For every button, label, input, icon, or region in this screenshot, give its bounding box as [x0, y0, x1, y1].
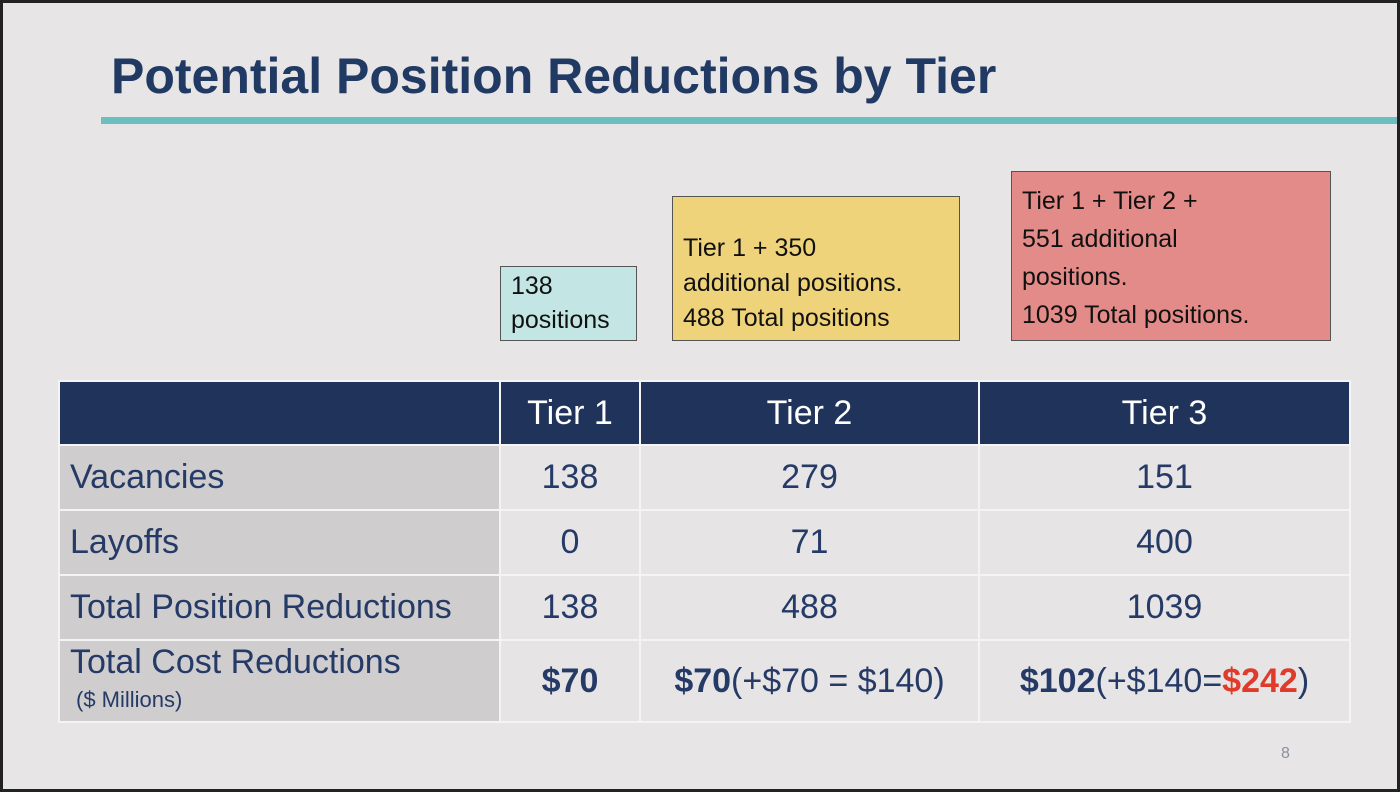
cost-main: $70 — [674, 661, 732, 700]
cost-sublabel: ($ Millions) — [76, 687, 183, 712]
row-label: Layoffs — [58, 509, 501, 576]
title-rule — [101, 117, 1397, 124]
column-header: Tier 1 — [499, 380, 641, 446]
callout-line: additional positions. — [683, 269, 903, 297]
callout-tier2: Tier 1 + 350 additional positions. 488 Tot… — [672, 196, 960, 341]
reduction-table: Tier 1 Tier 2 Tier 3 Vacancies 138 279 151 Lay… — [58, 380, 1351, 723]
callout-line: 1039 Total positions. — [1022, 301, 1250, 329]
callout-line: Tier 1 + 350 — [683, 234, 817, 262]
callout-line: 488 Total positions — [683, 304, 890, 332]
table-row: Vacancies 138 279 151 — [58, 444, 1351, 511]
callout-tier3: Tier 1 + Tier 2 + 551 additional positions… — [1011, 171, 1331, 341]
cell: 138 — [499, 574, 641, 641]
header-row: Tier 1 Tier 2 Tier 3 — [58, 380, 1351, 446]
cost-main: $102 — [1019, 661, 1096, 700]
callout-line: Tier 1 + Tier 2 + — [1022, 187, 1198, 215]
cost-cell: $70 — [499, 639, 641, 723]
header-corner — [58, 380, 501, 446]
cost-rest: (+$70 = $140) — [731, 661, 945, 700]
cell: 71 — [639, 509, 980, 576]
callout-tier1: 138 positions — [500, 266, 637, 341]
cell: 151 — [978, 444, 1351, 511]
cost-highlight: $242 — [1222, 661, 1298, 700]
cost-end: ) — [1297, 661, 1310, 700]
cell: 0 — [499, 509, 641, 576]
table-row: Layoffs 0 71 400 — [58, 509, 1351, 576]
table-row: Total Position Reductions 138 488 1039 — [58, 574, 1351, 641]
column-header: Tier 2 — [639, 380, 980, 446]
callout-line: 138 — [511, 272, 553, 300]
cell: 279 — [639, 444, 980, 511]
page-number: 8 — [1281, 745, 1290, 762]
column-header: Tier 3 — [978, 380, 1351, 446]
cost-label: Total Cost Reductions — [70, 643, 401, 681]
cell: 488 — [639, 574, 980, 641]
row-label: Total Cost Reductions ($ Millions) — [58, 639, 501, 723]
row-label: Vacancies — [58, 444, 501, 511]
callout-line: positions. — [1022, 263, 1128, 291]
row-label: Total Position Reductions — [58, 574, 501, 641]
cell: 138 — [499, 444, 641, 511]
cell: 1039 — [978, 574, 1351, 641]
callout-line: 551 additional — [1022, 225, 1178, 253]
cost-row: Total Cost Reductions ($ Millions) $70 $70(… — [58, 639, 1351, 723]
cell: 400 — [978, 509, 1351, 576]
slide-title: Potential Position Reductions by Tier — [111, 48, 997, 104]
cost-cell: $70(+$70 = $140) — [639, 639, 980, 723]
cost-cell: $102(+$140=$242) — [978, 639, 1351, 723]
callout-line: positions — [511, 306, 610, 334]
cost-main: $70 — [541, 661, 599, 700]
cost-rest: (+$140= — [1095, 661, 1223, 700]
